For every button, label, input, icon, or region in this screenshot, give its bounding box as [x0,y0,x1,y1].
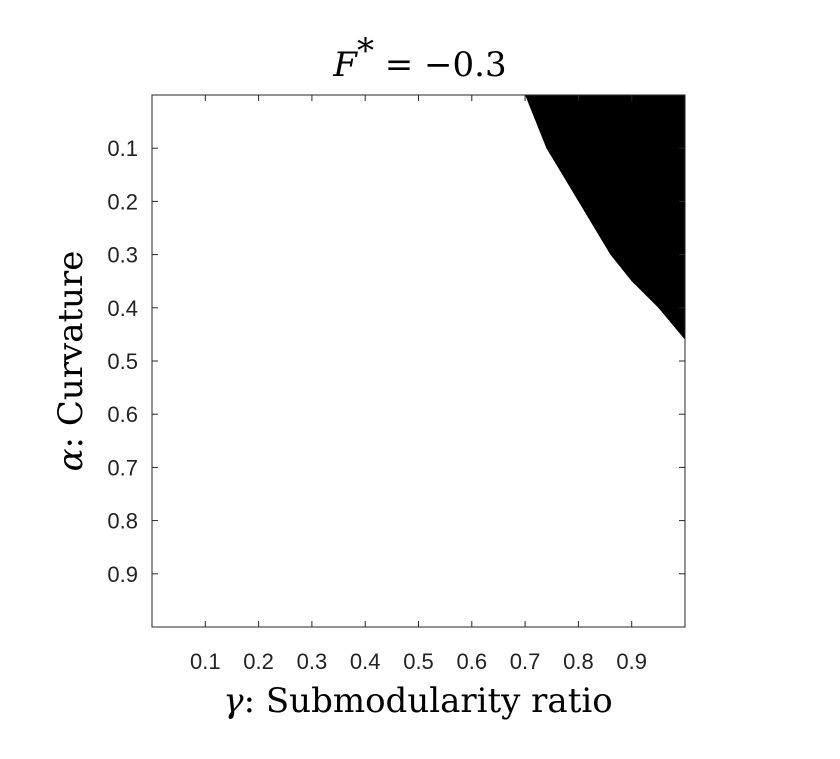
x-axis-symbol: γ [223,681,244,721]
x-tick-label: 0.3 [297,649,328,674]
y-tick-label: 0.8 [107,509,138,534]
x-tick-label: 0.7 [510,649,541,674]
y-tick-label: 0.6 [107,402,138,427]
y-axis-label: α: Curvature [51,251,91,472]
x-axis-text: : Submodularity ratio [244,681,613,721]
tick-marks [152,95,685,627]
y-tick-label: 0.7 [107,455,138,480]
x-tick-label: 0.8 [563,649,594,674]
y-axis-symbol: α [51,448,91,471]
y-axis-text: : Curvature [51,251,91,449]
y-tick-label: 0.1 [107,136,138,161]
title-rest: = −0.3 [374,45,507,85]
y-tick-label: 0.3 [107,243,138,268]
feasible-region [525,95,685,340]
x-tick-label: 0.1 [190,649,221,674]
y-tick-label: 0.5 [107,349,138,374]
y-tick-label: 0.4 [107,296,138,321]
x-tick-label: 0.4 [350,649,381,674]
x-tick-labels: 0.1 0.2 0.3 0.4 0.5 0.6 0.7 0.8 0.9 [190,649,647,674]
x-tick-label: 0.6 [457,649,488,674]
title-symbol: F [332,45,358,85]
chart-title: F* = −0.3 [332,31,506,85]
y-tick-label: 0.9 [107,562,138,587]
x-axis-label: γ: Submodularity ratio [223,681,612,721]
x-tick-label: 0.5 [403,649,434,674]
y-tick-labels: 0.1 0.2 0.3 0.4 0.5 0.6 0.7 0.8 0.9 [107,136,138,587]
x-tick-label: 0.9 [616,649,647,674]
y-tick-label: 0.2 [107,189,138,214]
x-tick-label: 0.2 [243,649,274,674]
title-sup: * [357,31,374,71]
